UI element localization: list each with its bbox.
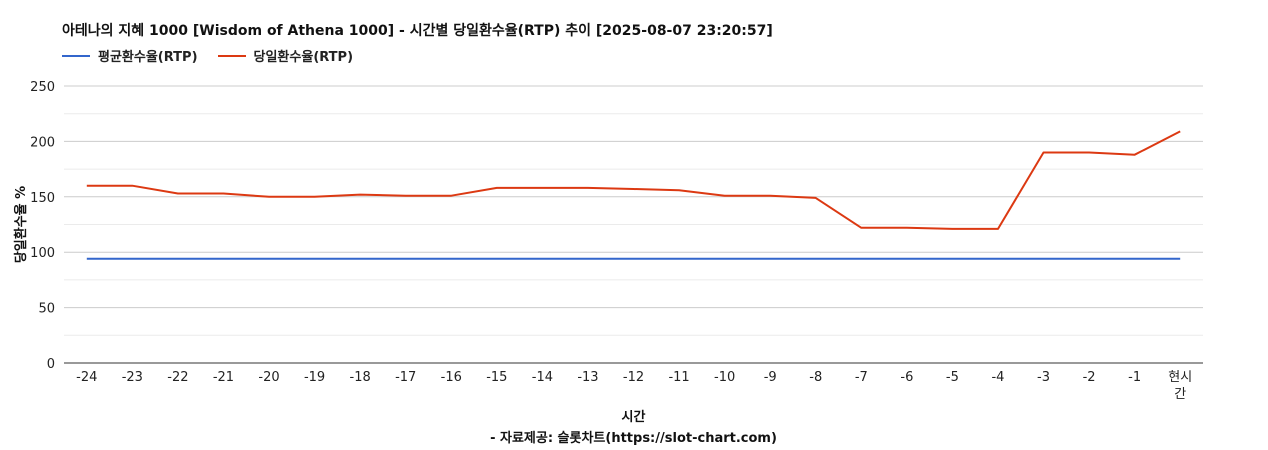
x-tick-label: -16 (441, 370, 462, 385)
x-tick-label: -21 (213, 370, 234, 385)
series-lines (86, 130, 1181, 260)
legend-item-daily[interactable]: 당일환수율(RTP) (217, 46, 354, 65)
x-tick-label: -10 (714, 370, 735, 385)
x-tick-label: -1 (1128, 370, 1141, 385)
legend-label-average: 평균환수율(RTP) (98, 50, 198, 65)
y-tick-label: 50 (38, 302, 55, 317)
legend-swatch-daily (217, 54, 246, 57)
y-axis-title: 당일환수율 % (13, 186, 29, 263)
x-tick-label: -7 (855, 370, 868, 385)
x-tick-label: -19 (304, 370, 325, 385)
x-axis-ticks: -24 -23 -22 -21 -20 -19 -18 -17 -16 -15 -14 -13 -12 -… (76, 370, 1192, 402)
chart-title: 아테나의 지혜 1000 [Wisdom of Athena 1000] - 시… (62, 23, 773, 39)
x-tick-label: -20 (258, 370, 279, 385)
x-tick-label: -8 (809, 370, 822, 385)
series-line-daily-rtp[interactable] (86, 130, 1181, 230)
x-tick-label: -9 (764, 370, 777, 385)
y-tick-label: 0 (47, 357, 55, 372)
x-tick-label: -23 (122, 370, 143, 385)
x-tick-label: -14 (532, 370, 553, 385)
y-tick-label: 200 (30, 135, 55, 150)
y-tick-label: 250 (30, 80, 55, 95)
legend: 평균환수율(RTP) 당일환수율(RTP) (62, 46, 353, 65)
legend-swatch-average (62, 54, 90, 57)
x-tick-label: -11 (668, 370, 689, 385)
x-tick-label: -4 (991, 370, 1004, 385)
x-tick-label: -17 (395, 370, 416, 385)
x-axis-title: 시간 (622, 409, 646, 425)
gridlines (64, 85, 1203, 336)
x-tick-label: -5 (946, 370, 959, 385)
legend-item-average[interactable]: 평균환수율(RTP) (62, 46, 198, 65)
y-axis-ticks: 0 50 100 150 200 250 (30, 80, 55, 372)
x-tick-label: -3 (1037, 370, 1050, 385)
x-tick-label: -15 (486, 370, 507, 385)
x-tick-label: -12 (623, 370, 644, 385)
legend-label-daily: 당일환수율(RTP) (253, 50, 354, 65)
x-tick-label: -13 (577, 370, 598, 385)
data-source-credit: - 자료제공: 슬롯차트(https://slot-chart.com) (490, 430, 777, 446)
x-tick-label: -22 (167, 370, 188, 385)
x-tick-label: -2 (1083, 370, 1096, 385)
x-tick-label: -6 (900, 370, 913, 385)
y-tick-label: 100 (30, 246, 55, 261)
x-tick-label: -18 (350, 370, 371, 385)
x-tick-label: -24 (76, 370, 97, 385)
y-tick-label: 150 (30, 191, 55, 206)
x-tick-label: 현시 간 (1168, 370, 1192, 402)
